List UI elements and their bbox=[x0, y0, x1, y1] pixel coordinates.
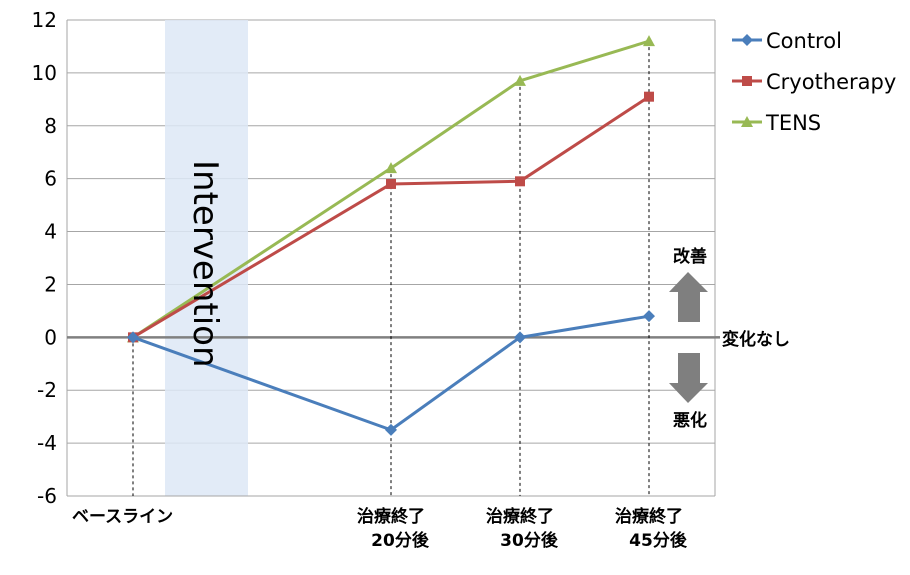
y-tick-label: 10 bbox=[32, 61, 57, 85]
legend-label-tens: TENS bbox=[765, 111, 821, 135]
x-category-label: 30分後 bbox=[500, 530, 559, 551]
legend-marker-cryotherapy bbox=[742, 76, 752, 86]
y-tick-label: 12 bbox=[32, 8, 57, 32]
y-tick-label: 4 bbox=[44, 220, 57, 244]
no-change-label: 変化なし bbox=[722, 329, 790, 350]
data-point-tens bbox=[385, 162, 397, 174]
legend-label-cryotherapy: Cryotherapy bbox=[766, 70, 896, 94]
legend-marker-tens bbox=[741, 116, 753, 127]
series-line-control bbox=[132, 314, 650, 432]
drop-lines bbox=[132, 41, 650, 496]
data-point-tens bbox=[643, 35, 655, 47]
y-tick-label: 2 bbox=[44, 272, 57, 296]
legend-label-control: Control bbox=[766, 29, 842, 53]
data-point-control bbox=[514, 331, 526, 344]
y-tick-label: -6 bbox=[37, 484, 57, 508]
data-point-tens bbox=[514, 74, 526, 86]
x-category-label: 治療終了 bbox=[486, 506, 554, 527]
legend: Control Cryotherapy TENS bbox=[732, 29, 896, 135]
series-line-cryotherapy bbox=[132, 95, 650, 339]
y-tick-label: -4 bbox=[37, 431, 57, 455]
x-category-label: 45分後 bbox=[629, 530, 688, 551]
worse-label: 悪化 bbox=[673, 410, 707, 431]
improve-arrow-icon bbox=[669, 272, 708, 322]
worse-arrow-icon bbox=[669, 353, 708, 403]
x-category-label: 20分後 bbox=[371, 530, 430, 551]
axes bbox=[66, 20, 720, 497]
intervention-label: Intervention bbox=[185, 160, 225, 368]
y-tick-label: 6 bbox=[44, 167, 57, 191]
y-tick-label: -2 bbox=[37, 378, 57, 402]
legend-marker-control bbox=[741, 34, 753, 46]
x-category-label: ベースライン bbox=[72, 507, 173, 527]
data-point-cryotherapy bbox=[515, 176, 525, 187]
direction-arrows bbox=[669, 272, 708, 403]
data-point-control bbox=[643, 310, 655, 323]
data-point-control bbox=[385, 423, 397, 436]
data-point-cryotherapy bbox=[386, 178, 396, 189]
x-category-label: 治療終了 bbox=[615, 506, 683, 527]
x-category-labels: ベースライン 治療終了 20分後 治療終了 30分後 治療終了 45分後 bbox=[72, 506, 688, 551]
y-tick-label: 0 bbox=[44, 325, 57, 349]
improve-label: 改善 bbox=[673, 246, 707, 267]
y-tick-label: 8 bbox=[44, 114, 57, 138]
intervention-band bbox=[165, 20, 248, 496]
data-point-control bbox=[127, 331, 139, 344]
x-category-label: 治療終了 bbox=[357, 506, 425, 527]
series-line-tens bbox=[132, 39, 650, 339]
y-tick-labels: -6 -4 -2 0 2 4 6 8 10 12 bbox=[32, 8, 57, 508]
series-lines bbox=[127, 35, 655, 436]
data-point-cryotherapy bbox=[644, 91, 654, 102]
